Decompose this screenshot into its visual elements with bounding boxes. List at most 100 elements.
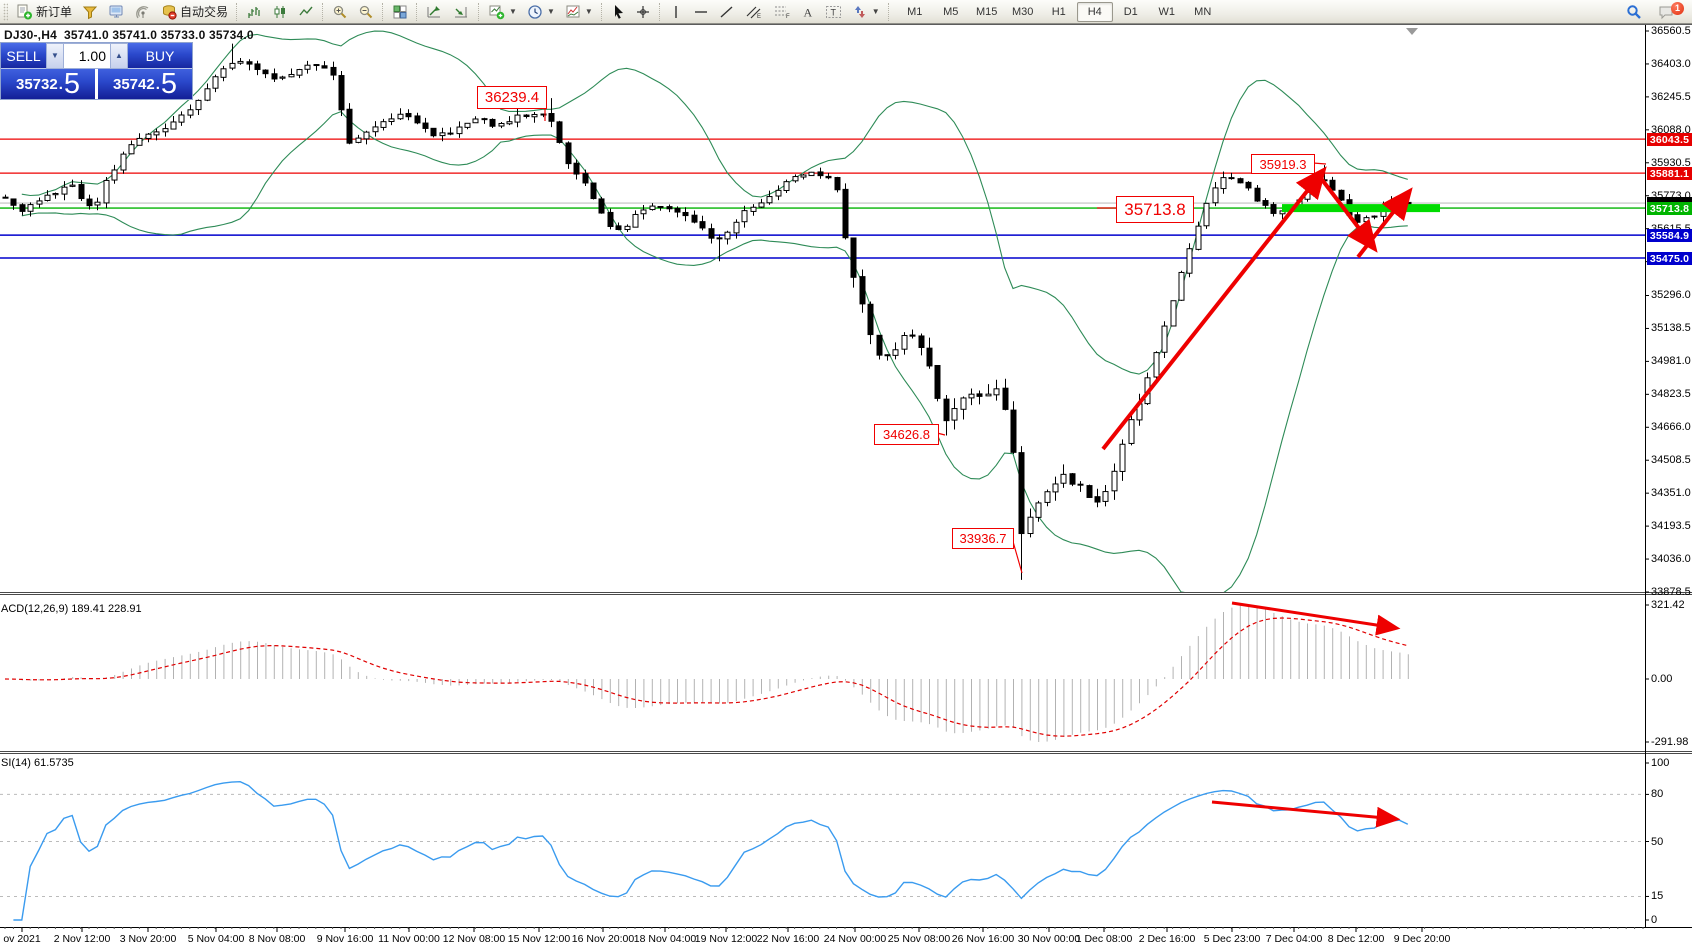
bar-chart-button[interactable] bbox=[241, 1, 267, 23]
time-axis-label[interactable]: 12 Nov 08:00 bbox=[442, 933, 506, 945]
rsi-divergence-arrow[interactable] bbox=[1211, 800, 1401, 828]
timeframe-M30[interactable]: M30 bbox=[1012, 5, 1034, 18]
buy-price[interactable]: 35742. 5 bbox=[98, 69, 192, 99]
auto-trading-button[interactable]: 自动交易 bbox=[156, 0, 233, 23]
equidistant-channel-button[interactable]: E bbox=[740, 1, 768, 23]
time-axis-label[interactable]: 22 Nov 16:00 bbox=[756, 933, 820, 945]
time-axis-label[interactable]: 24 Nov 00:00 bbox=[823, 933, 887, 945]
cursor-button[interactable] bbox=[606, 1, 630, 23]
price-axis-label[interactable]: 36403.0 bbox=[1651, 58, 1691, 70]
candlestick-button[interactable] bbox=[267, 1, 293, 23]
price-axis-label[interactable]: 34508.5 bbox=[1651, 454, 1691, 466]
price-axis-label[interactable]: 36560.5 bbox=[1651, 25, 1691, 37]
timeframe-W1[interactable]: W1 bbox=[1158, 5, 1175, 18]
time-axis-label[interactable]: 2 Nov 12:00 bbox=[53, 933, 111, 945]
price-axis-label[interactable]: 33878.5 bbox=[1651, 586, 1691, 598]
timeframe-M5[interactable]: M5 bbox=[943, 5, 959, 18]
volume-decrease-button[interactable]: ▼ bbox=[46, 43, 64, 69]
time-axis-label[interactable]: 11 Nov 00:00 bbox=[378, 933, 440, 945]
rsi-scale-label[interactable]: 80 bbox=[1651, 788, 1664, 800]
search-icon[interactable] bbox=[1621, 1, 1647, 23]
signal-button[interactable] bbox=[130, 1, 156, 23]
sell-price[interactable]: 35732. 5 bbox=[1, 69, 95, 99]
green-level-highlight[interactable] bbox=[1282, 204, 1440, 213]
timeframe-M1[interactable]: M1 bbox=[907, 5, 923, 18]
fibonacci-button[interactable]: F bbox=[768, 1, 796, 23]
vertical-line-button[interactable] bbox=[664, 1, 688, 23]
time-axis-label[interactable]: 16 Nov 20:00 bbox=[571, 933, 635, 945]
rsi-scale-label[interactable]: 50 bbox=[1651, 836, 1664, 848]
price-axis-label[interactable]: 34823.5 bbox=[1651, 388, 1691, 400]
text-button[interactable]: A bbox=[796, 1, 820, 23]
price-axis-label[interactable]: 34193.5 bbox=[1651, 520, 1691, 532]
profiles-button[interactable]: ▼ bbox=[522, 1, 560, 23]
volume-increase-button[interactable]: ▲ bbox=[110, 43, 128, 69]
line-chart-button[interactable] bbox=[293, 1, 319, 23]
time-axis-label[interactable]: 8 Dec 12:00 bbox=[1327, 933, 1385, 945]
timeframe-H1[interactable]: H1 bbox=[1051, 5, 1066, 18]
toolbar-grip[interactable] bbox=[3, 2, 8, 21]
sell-button[interactable]: SELL bbox=[1, 43, 46, 69]
arrows-button[interactable]: ▼ bbox=[847, 1, 885, 23]
trendline-button[interactable] bbox=[714, 1, 740, 23]
rsi-pane[interactable] bbox=[0, 780, 1645, 921]
timeframe-H4[interactable]: H4 bbox=[1076, 1, 1113, 22]
new-order-button[interactable]: 新订单 bbox=[11, 0, 77, 23]
price-axis-label[interactable]: 35930.5 bbox=[1651, 157, 1691, 169]
text-label-button[interactable]: T bbox=[820, 1, 847, 23]
time-axis-label[interactable]: 7 Dec 04:00 bbox=[1265, 933, 1323, 945]
auto-scroll-button[interactable] bbox=[421, 1, 448, 23]
buy-button[interactable]: BUY bbox=[128, 43, 192, 69]
time-axis-label[interactable]: 15 Nov 12:00 bbox=[507, 933, 571, 945]
price-axis-label[interactable]: 35296.0 bbox=[1651, 289, 1691, 301]
timeframe-D1[interactable]: D1 bbox=[1123, 5, 1138, 18]
price-axis-label[interactable]: 34351.0 bbox=[1651, 487, 1691, 499]
price-axis-label[interactable]: 36245.5 bbox=[1651, 91, 1691, 103]
rsi-scale-label[interactable]: 0 bbox=[1651, 914, 1658, 926]
chart-price-annotation[interactable]: 35919.3 bbox=[1251, 154, 1315, 174]
chart-price-annotation[interactable]: 33936.7 bbox=[952, 528, 1014, 549]
macd-pane[interactable] bbox=[4, 605, 1409, 742]
rsi-scale-label[interactable]: 100 bbox=[1651, 757, 1670, 769]
macd-scale-label[interactable]: 0.00 bbox=[1651, 673, 1673, 685]
rsi-scale-label[interactable]: 15 bbox=[1651, 890, 1664, 902]
new-chart-button[interactable]: ▼ bbox=[483, 1, 522, 23]
chart-shift-button[interactable] bbox=[448, 1, 475, 23]
price-axis-label[interactable]: 34036.0 bbox=[1651, 553, 1691, 565]
time-axis-label[interactable]: 18 Nov 04:00 bbox=[633, 933, 697, 945]
price-axis-label[interactable]: 35138.5 bbox=[1651, 322, 1691, 334]
zoom-in-button[interactable] bbox=[327, 1, 353, 23]
time-axis-label[interactable]: 25 Nov 08:00 bbox=[887, 933, 951, 945]
rally-arrow[interactable] bbox=[1101, 166, 1327, 451]
time-axis-label[interactable]: 1 Dec 08:00 bbox=[1075, 933, 1133, 945]
pullback-arrow[interactable] bbox=[1318, 175, 1378, 253]
time-axis-label[interactable]: ov 2021 bbox=[3, 933, 41, 945]
price-axis-label[interactable]: 34981.0 bbox=[1651, 355, 1691, 367]
chart-window-button[interactable] bbox=[103, 1, 130, 23]
indicators-list-button[interactable]: ▼ bbox=[560, 1, 598, 23]
tile-windows-button[interactable] bbox=[387, 1, 413, 23]
chat-notifications-button[interactable]: 1 bbox=[1653, 1, 1684, 23]
macd-scale-label[interactable]: 321.42 bbox=[1651, 599, 1685, 611]
time-axis-label[interactable]: 3 Nov 20:00 bbox=[119, 933, 177, 945]
chart-shift-marker[interactable] bbox=[1406, 28, 1418, 35]
chart-price-annotation[interactable]: 34626.8 bbox=[874, 424, 939, 445]
main-pane[interactable] bbox=[0, 30, 1645, 596]
time-axis-label[interactable]: 5 Nov 04:00 bbox=[187, 933, 245, 945]
time-axis-label[interactable]: 19 Nov 12:00 bbox=[694, 933, 758, 945]
bounce-arrow[interactable] bbox=[1356, 187, 1413, 259]
timeframe-MN[interactable]: MN bbox=[1194, 5, 1212, 18]
time-axis-label[interactable]: 26 Nov 16:00 bbox=[951, 933, 1015, 945]
funnel-button[interactable] bbox=[77, 1, 103, 23]
time-axis-label[interactable]: 9 Dec 20:00 bbox=[1393, 933, 1451, 945]
macd-scale-label[interactable]: -291.98 bbox=[1651, 736, 1689, 748]
macd-divergence-arrow[interactable] bbox=[1231, 601, 1401, 636]
volume-input[interactable] bbox=[64, 43, 110, 69]
chart-price-annotation[interactable]: 35713.8 bbox=[1116, 196, 1194, 223]
crosshair-button[interactable] bbox=[630, 1, 656, 23]
time-axis-label[interactable]: 30 Nov 00:00 bbox=[1017, 933, 1081, 945]
zoom-out-button[interactable] bbox=[353, 1, 379, 23]
chart-area[interactable]: DJ30-,H4 35741.0 35741.0 35733.0 35734.0… bbox=[0, 24, 1692, 946]
time-axis-label[interactable]: 5 Dec 23:00 bbox=[1203, 933, 1261, 945]
